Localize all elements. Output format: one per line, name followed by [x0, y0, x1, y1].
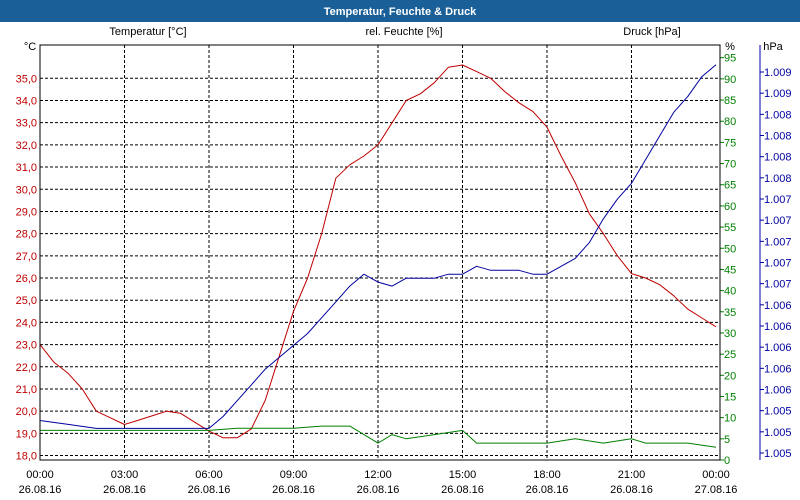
humidity-tick-label: 45 [724, 264, 736, 276]
humidity-tick-label: 75 [724, 137, 736, 149]
pressure-tick-label: 1.006 [764, 321, 792, 333]
pressure-tick-label: 1.005 [764, 427, 792, 439]
pressure-tick-label: 1.006 [764, 385, 792, 397]
humidity-unit: % [725, 41, 735, 53]
pressure-unit: hPa [763, 41, 783, 53]
series-lines [39, 64, 717, 448]
x-tick-date: 26.08.16 [19, 484, 62, 496]
humidity-tick-label: 15 [724, 391, 736, 403]
x-tick-time: 12:00 [364, 469, 392, 481]
temperature-tick-label: 21,0 [16, 384, 37, 396]
pressure-tick-label: 1.007 [764, 279, 792, 291]
humidity-tick-label: 70 [724, 159, 736, 171]
x-tick-date: 26.08.16 [272, 484, 315, 496]
x-tick-time: 00:00 [702, 469, 730, 481]
humidity-tick-label: 80 [724, 116, 736, 128]
pressure-tick-label: 1.008 [764, 173, 792, 185]
temperature-tick-label: 25,0 [16, 295, 37, 307]
temperature-tick-label: 34,0 [16, 95, 37, 107]
temperature-tick-label: 27,0 [16, 251, 37, 263]
temperature-tick-label: 22,0 [16, 362, 37, 374]
humidity-tick-label: 40 [724, 286, 736, 298]
x-tick-date: 27.08.16 [695, 484, 738, 496]
pressure-axis-title: Druck [hPa] [623, 26, 680, 38]
temperature-tick-label: 29,0 [16, 206, 37, 218]
humidity-axis: 0 5 10 15 20 25 30 35 40 45 50 55 60 65 70 75 80 85 90 95 [719, 45, 736, 467]
humidity-tick-label: 65 [724, 180, 736, 192]
pressure-tick-label: 1.007 [764, 215, 792, 227]
temperature-tick-label: 20,0 [16, 406, 37, 418]
temperature-tick-label: 33,0 [16, 118, 37, 130]
temperature-tick-label: 18,0 [16, 451, 37, 463]
humidity-tick-label: 5 [724, 434, 730, 446]
x-tick-time: 09:00 [280, 469, 308, 481]
humidity-series-line [40, 425, 717, 448]
x-tick-date: 26.08.16 [526, 484, 569, 496]
x-tick-time: 21:00 [618, 469, 646, 481]
pressure-tick-label: 1.005 [764, 448, 792, 460]
grid [40, 45, 720, 460]
title-bar [0, 0, 800, 22]
pressure-tick-label: 1.008 [764, 109, 792, 121]
x-tick-date: 26.08.16 [188, 484, 231, 496]
x-tick-time: 06:00 [195, 469, 223, 481]
x-tick-date: 26.08.16 [103, 484, 146, 496]
temperature-tick-label: 30,0 [16, 184, 37, 196]
temperature-unit: °C [24, 41, 36, 53]
humidity-tick-label: 85 [724, 95, 736, 107]
humidity-tick-label: 95 [724, 53, 736, 65]
humidity-tick-label: 35 [724, 307, 736, 319]
time-axis: 00:00 26.08.16 03:00 26.08.16 06:00 26.08.16 0… [19, 469, 738, 496]
pressure-series-line [39, 64, 717, 429]
temperature-series-line [39, 64, 717, 439]
temperature-tick-label: 23,0 [16, 340, 37, 352]
humidity-tick-label: 90 [724, 74, 736, 86]
pressure-tick-label: 1.006 [764, 300, 792, 312]
humidity-tick-label: 25 [724, 349, 736, 361]
humidity-tick-label: 50 [724, 243, 736, 255]
x-tick-time: 18:00 [533, 469, 561, 481]
temperature-tick-label: 26,0 [16, 273, 37, 285]
pressure-tick-label: 1.007 [764, 194, 792, 206]
pressure-tick-label: 1.006 [764, 342, 792, 354]
temperature-tick-label: 35,0 [16, 73, 37, 85]
pressure-tick-label: 1.007 [764, 258, 792, 270]
pressure-tick-label: 1.007 [764, 236, 792, 248]
humidity-tick-label: 60 [724, 201, 736, 213]
pressure-tick-label: 1.005 [764, 406, 792, 418]
humidity-tick-label: 20 [724, 370, 736, 382]
humidity-axis-title: rel. Feuchte [%] [365, 26, 442, 38]
temperature-axis-title: Temperatur [°C] [109, 26, 186, 38]
x-tick-time: 15:00 [449, 469, 477, 481]
x-tick-date: 26.08.16 [441, 484, 484, 496]
x-tick-time: 00:00 [26, 469, 54, 481]
pressure-tick-label: 1.008 [764, 131, 792, 143]
pressure-tick-label: 1.006 [764, 363, 792, 375]
humidity-tick-label: 30 [724, 328, 736, 340]
humidity-tick-label: 0 [724, 455, 730, 467]
x-tick-time: 03:00 [111, 469, 139, 481]
pressure-tick-label: 1.008 [764, 152, 792, 164]
pressure-axis: 1.005 1.005 1.005 1.006 1.006 1.006 1.006 1.006… [759, 45, 792, 460]
temperature-tick-label: 31,0 [16, 162, 37, 174]
humidity-tick-label: 10 [724, 413, 736, 425]
plot-frame [39, 44, 721, 461]
temperature-tick-label: 32,0 [16, 140, 37, 152]
temperature-tick-label: 19,0 [16, 428, 37, 440]
pressure-tick-label: 1.009 [764, 67, 792, 79]
pressure-tick-label: 1.009 [764, 88, 792, 100]
temperature-axis: 18,0 19,0 20,0 21,0 22,0 23,0 24,0 25,0 26,0 27,0… [16, 73, 37, 462]
x-tick-date: 26.08.16 [610, 484, 653, 496]
humidity-tick-label: 55 [724, 222, 736, 234]
temperature-tick-label: 28,0 [16, 229, 37, 241]
x-tick-date: 26.08.16 [357, 484, 400, 496]
temperature-tick-label: 24,0 [16, 317, 37, 329]
chart-title: Temperatur, Feuchte & Druck [324, 6, 477, 18]
